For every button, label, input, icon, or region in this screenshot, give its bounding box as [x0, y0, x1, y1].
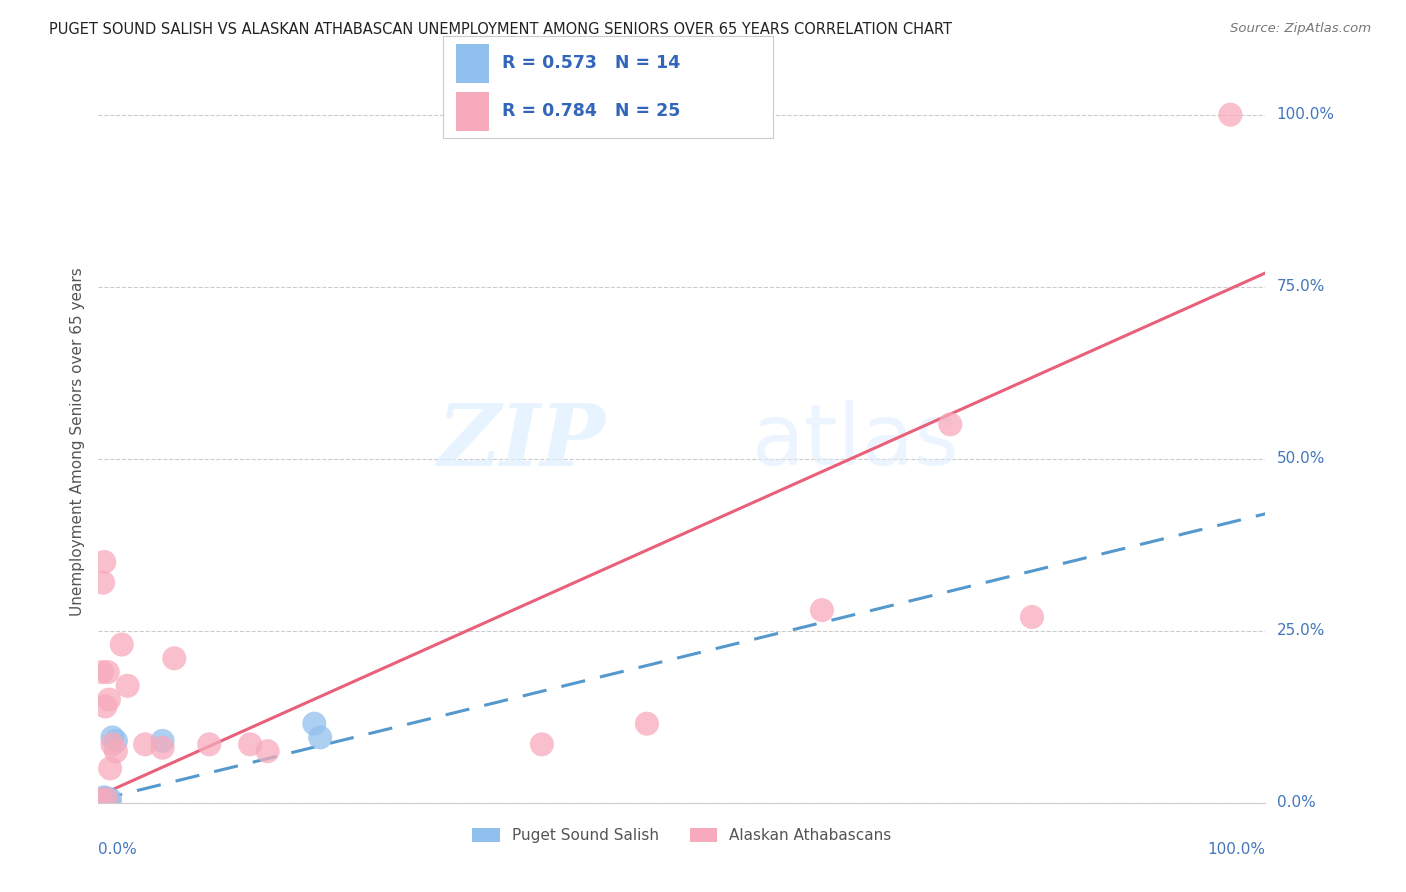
Point — [93, 555, 115, 569]
Point — [163, 651, 186, 665]
Point — [256, 744, 278, 758]
Text: 100.0%: 100.0% — [1208, 842, 1265, 856]
Point — [111, 638, 134, 652]
Point — [239, 737, 262, 751]
Text: 100.0%: 100.0% — [1277, 107, 1334, 122]
Point — [96, 792, 118, 806]
Point — [94, 699, 117, 714]
Point — [101, 731, 124, 745]
Point — [152, 734, 174, 748]
Point — [198, 737, 221, 751]
Point — [811, 603, 834, 617]
Text: 25.0%: 25.0% — [1277, 624, 1324, 639]
Text: Source: ZipAtlas.com: Source: ZipAtlas.com — [1230, 22, 1371, 36]
Point — [90, 794, 112, 808]
FancyBboxPatch shape — [456, 44, 489, 83]
Point — [1021, 610, 1043, 624]
FancyBboxPatch shape — [456, 92, 489, 131]
Point — [90, 793, 112, 807]
Y-axis label: Unemployment Among Seniors over 65 years: Unemployment Among Seniors over 65 years — [69, 268, 84, 615]
Point — [98, 761, 121, 775]
Point — [93, 790, 115, 805]
Point — [90, 792, 112, 806]
Text: atlas: atlas — [752, 400, 960, 483]
Point — [134, 737, 156, 751]
Text: PUGET SOUND SALISH VS ALASKAN ATHABASCAN UNEMPLOYMENT AMONG SENIORS OVER 65 YEAR: PUGET SOUND SALISH VS ALASKAN ATHABASCAN… — [49, 22, 952, 37]
Point — [96, 792, 118, 806]
Point — [530, 737, 553, 751]
Text: ZIP: ZIP — [439, 400, 606, 483]
Point — [309, 731, 332, 745]
Point — [97, 792, 120, 806]
Legend: Puget Sound Salish, Alaskan Athabascans: Puget Sound Salish, Alaskan Athabascans — [467, 822, 897, 849]
Point — [117, 679, 139, 693]
Point — [97, 794, 120, 808]
Text: 50.0%: 50.0% — [1277, 451, 1324, 467]
Point — [97, 692, 120, 706]
Text: 0.0%: 0.0% — [1277, 796, 1315, 810]
Text: 75.0%: 75.0% — [1277, 279, 1324, 294]
Point — [91, 792, 114, 806]
Point — [152, 740, 174, 755]
Point — [939, 417, 962, 432]
Point — [104, 744, 127, 758]
Text: R = 0.784   N = 25: R = 0.784 N = 25 — [502, 102, 681, 120]
Point — [101, 737, 124, 751]
Point — [94, 791, 117, 805]
Text: 0.0%: 0.0% — [98, 842, 138, 856]
Point — [90, 665, 112, 679]
Point — [636, 716, 658, 731]
Point — [304, 716, 326, 731]
Point — [97, 665, 120, 679]
Point — [98, 792, 121, 806]
Point — [91, 575, 114, 590]
Point — [104, 734, 127, 748]
Point — [1219, 108, 1241, 122]
Text: R = 0.573   N = 14: R = 0.573 N = 14 — [502, 54, 681, 72]
